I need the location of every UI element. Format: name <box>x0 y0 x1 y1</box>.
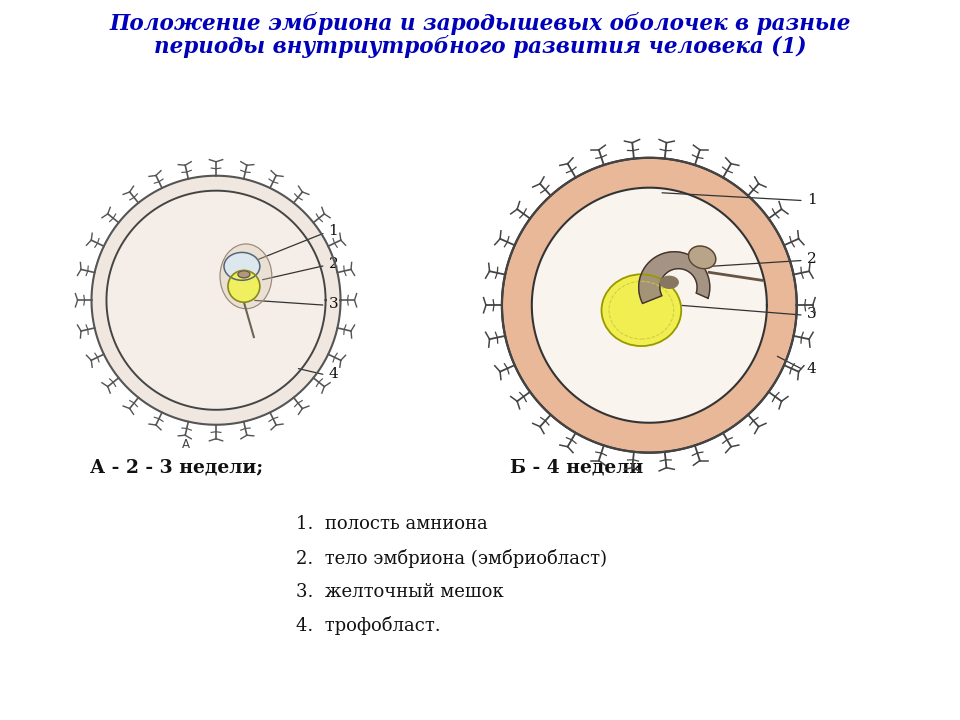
Text: 3: 3 <box>328 297 338 311</box>
Circle shape <box>91 176 341 425</box>
Circle shape <box>107 191 325 410</box>
Circle shape <box>532 188 767 423</box>
Text: А - 2 - 3 недели;: А - 2 - 3 недели; <box>89 459 263 477</box>
Polygon shape <box>638 252 709 303</box>
Text: 1: 1 <box>806 193 817 207</box>
Ellipse shape <box>224 253 260 280</box>
Text: 2: 2 <box>806 253 817 266</box>
Text: 2.  тело эмбриона (эмбриобласт): 2. тело эмбриона (эмбриобласт) <box>296 549 607 568</box>
Ellipse shape <box>660 276 678 288</box>
Ellipse shape <box>238 271 250 278</box>
Text: 4: 4 <box>806 362 817 376</box>
Ellipse shape <box>688 246 716 269</box>
Text: 4.  трофобласт.: 4. трофобласт. <box>296 616 441 636</box>
Circle shape <box>502 158 797 453</box>
Text: 3: 3 <box>806 307 816 321</box>
Text: А: А <box>182 438 190 451</box>
Circle shape <box>228 270 260 302</box>
Text: Положение эмбриона и зародышевых оболочек в разные: Положение эмбриона и зародышевых оболоче… <box>109 12 851 35</box>
Text: 1.  полость амниона: 1. полость амниона <box>296 516 488 534</box>
Ellipse shape <box>220 244 272 309</box>
Text: периоды внутриутробного развития человека (1): периоды внутриутробного развития человек… <box>154 35 806 58</box>
Text: 2: 2 <box>328 257 338 271</box>
Ellipse shape <box>602 274 682 346</box>
Text: 1: 1 <box>328 225 338 238</box>
Text: 4: 4 <box>328 367 338 381</box>
Text: Б - 4 недели: Б - 4 недели <box>510 459 643 477</box>
Text: 3.  желточный мешок: 3. желточный мешок <box>296 583 503 601</box>
